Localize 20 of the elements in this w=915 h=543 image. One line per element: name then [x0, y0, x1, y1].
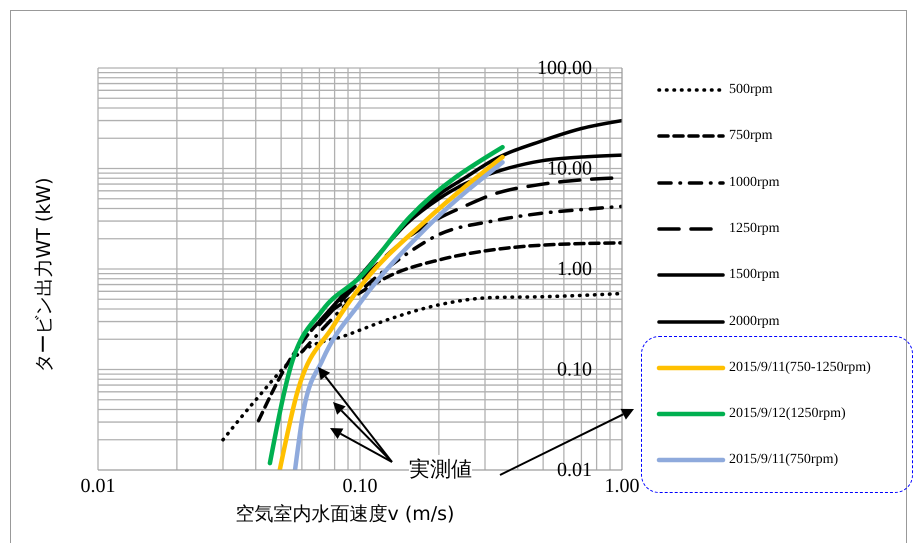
- x-tick-label: 1.00: [604, 475, 640, 498]
- x-axis-title: 空気室内水面速度v (m/s): [236, 502, 454, 527]
- legend-label: 500rpm: [729, 82, 773, 98]
- legend-label: 2015/9/11(750rpm): [729, 452, 838, 468]
- legend-label: 2015/9/12(1250rpm): [729, 406, 846, 422]
- y-tick-label: 10.00: [547, 158, 592, 180]
- legend-label: 2015/9/11(750-1250rpm): [729, 360, 871, 376]
- legend-label: 750rpm: [729, 128, 773, 144]
- x-tick-label: 0.10: [342, 475, 378, 498]
- annotation: 実測値: [409, 455, 472, 483]
- legend-label: 1500rpm: [729, 267, 780, 284]
- legend-label: 1000rpm: [729, 174, 780, 191]
- legend-label: 1250rpm: [729, 220, 780, 237]
- y-tick-label: 100.00: [537, 57, 592, 79]
- x-tick-label: 0.01: [80, 475, 116, 498]
- y-axis-title: タービン出力WT (kW): [32, 177, 56, 373]
- legend-label: 2000rpm: [729, 314, 780, 330]
- y-tick-label: 0.10: [557, 358, 592, 380]
- y-tick-label: 1.00: [557, 258, 592, 280]
- y-tick-label: 0.01: [557, 459, 592, 481]
